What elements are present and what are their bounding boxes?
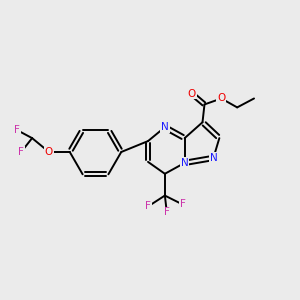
Text: N: N <box>181 158 189 168</box>
Text: O: O <box>45 147 53 157</box>
Text: N: N <box>161 122 169 132</box>
Text: F: F <box>14 125 20 135</box>
Text: F: F <box>145 202 151 212</box>
Text: O: O <box>188 88 196 98</box>
Text: O: O <box>217 94 226 103</box>
Text: F: F <box>180 200 186 209</box>
Text: N: N <box>209 153 217 163</box>
Text: F: F <box>164 207 170 218</box>
Text: F: F <box>18 147 24 157</box>
